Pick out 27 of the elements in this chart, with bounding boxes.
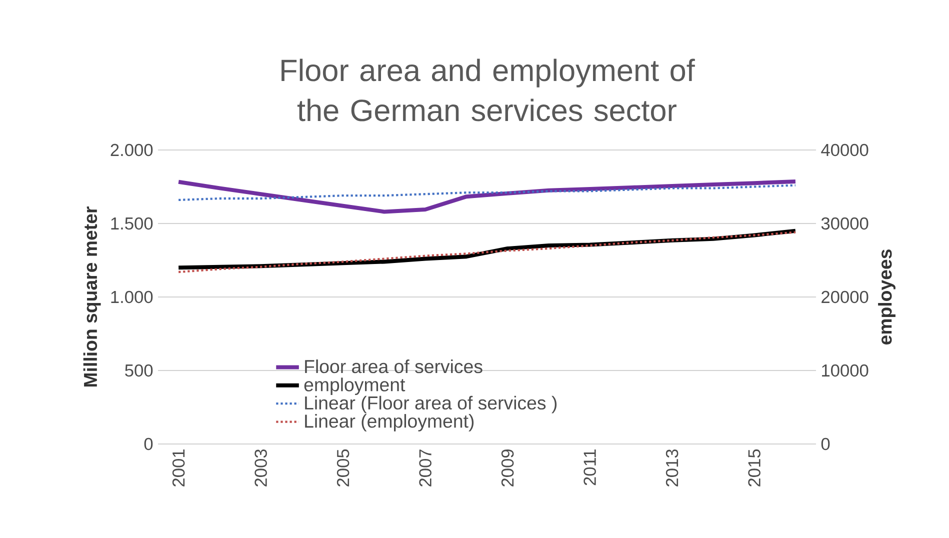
line-series xyxy=(178,184,797,202)
line-series xyxy=(176,179,798,214)
legend-label: employment xyxy=(304,378,406,396)
y2-tick-label: 10000 xyxy=(822,364,868,377)
y2-tick-label: 0 xyxy=(821,438,830,450)
y-tick-label: 0 xyxy=(144,438,153,450)
x-tick-label: 2009 xyxy=(501,450,514,486)
y-tick-label: 2.000 xyxy=(110,144,153,156)
legend-label: Linear (employment) xyxy=(305,414,474,432)
y2-tick-label: 40000 xyxy=(821,144,868,156)
x-tick-label: 2007 xyxy=(419,450,432,486)
y2-tick-label: 20000 xyxy=(822,290,868,304)
legend-label: Linear (Floor area of services ) xyxy=(305,396,557,414)
y-axis-title: Million square meter xyxy=(83,206,101,386)
x-tick-label: 2011 xyxy=(584,450,596,486)
y-tick-label: 1.000 xyxy=(111,290,153,304)
x-tick-label: 2001 xyxy=(172,450,185,486)
legend-label: Floor area of services xyxy=(305,359,482,374)
y-tick-label: 1.500 xyxy=(111,217,153,230)
chart-title: Floor area and employment of the German services sector xyxy=(282,58,695,122)
y2-axis-title: employees xyxy=(878,250,896,345)
x-tick-label: 2003 xyxy=(254,449,267,486)
x-tick-label: 2005 xyxy=(336,449,350,486)
x-tick-label: 2015 xyxy=(748,449,760,486)
x-tick-label: 2013 xyxy=(666,449,678,486)
y-tick-label: 500 xyxy=(125,364,153,377)
y2-tick-label: 30000 xyxy=(821,217,868,230)
